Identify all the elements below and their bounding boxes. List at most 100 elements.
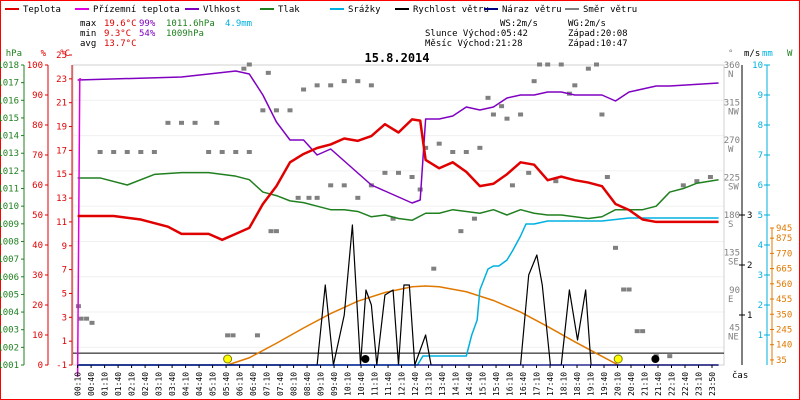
stats-min-temp: 9.3°C [104,29,131,39]
stats-precip: 4.9mm [225,19,252,29]
axis-tick-label: 875 [776,234,792,244]
axis-tick-label: 35 [776,356,787,366]
wind-direction-point [423,145,429,150]
axis-tick-label: 1001 [0,361,19,371]
x-tick-label: 23:10 [695,372,704,396]
legend-label: Vlhkost [203,5,241,15]
x-tick-label: 03:40 [168,372,177,396]
stats-max-press: 1011.6hPa [166,19,215,29]
stats-min-hum: 54% [139,29,156,39]
axis-tick-label: NW [728,108,739,118]
x-tick-label: 04:40 [195,372,204,396]
wind-direction-point [458,229,464,234]
legend-label: Směr větru [583,5,637,15]
sun-marker-icon [223,354,233,364]
x-tick-label: 21:10 [641,372,650,396]
x-tick-label: 18:10 [560,372,569,396]
x-axis: čas 00:10 00:40 01:10 01:40 02:10 02:40 03:10 03… [74,365,748,396]
wind-direction-point [463,150,469,154]
wind-direction-point [436,141,442,146]
axis-tick-label: 90 [32,91,43,101]
axis-tick-label: 25 [56,51,67,61]
wind-direction-point [219,150,225,154]
axis-tick-label: N [728,70,733,80]
axis-tick-label: 1 [747,311,752,321]
wind-direction-point [341,183,347,188]
wind-direction-point [431,266,437,271]
wind-direction-point [409,175,415,179]
axis-tick-label: 1003 [0,326,19,336]
x-tick-label: 00:10 [74,372,83,396]
axis-tick-label: 11 [56,218,67,228]
wind-direction-point [273,108,279,113]
axis-tick-label: 21 [56,99,67,109]
wind-direction-point [390,216,396,221]
sun-marker-icon [613,354,623,364]
wind-direction-point [694,179,700,184]
wind-direction-point [667,354,673,359]
axis-tick-label: 1010 [0,202,19,212]
wind-direction-point [306,195,312,200]
x-tick-label: 17:10 [533,372,542,396]
axis-tick-label: 70 [32,151,43,161]
axis-unit: ° [728,49,733,59]
info-ws: WS:2m/s [500,19,538,29]
x-tick-label: 17:40 [546,372,555,396]
axis-tick-label: 1007 [0,255,19,265]
legend: Teplota Přízemní teplota Vlhkost Tlak Srážky… [5,5,637,15]
axis-unit: mm [762,49,773,59]
x-tick-label: 00:40 [87,372,96,396]
axis-tick-label: 90 [729,286,740,296]
wind-direction-point [477,145,483,150]
x-tick-label: 20:40 [627,372,636,396]
wind-direction-point [594,62,600,67]
axis-tick-label: 1015 [0,114,19,124]
axis-tick-label: 1 [758,331,763,341]
wind-direction-point [613,245,618,250]
axis-tick-label: 10 [752,61,763,71]
axis-tick-label: 1006 [0,273,19,283]
axis-tick-label: 50 [32,211,43,221]
axis-tick-label: 1018 [0,61,19,71]
wind-direction-point [680,183,686,188]
info-moon-set: Západ:10:47 [568,39,628,49]
axis-tick-label: SE [728,258,739,268]
moon-marker-icon [651,355,660,363]
wind-direction-point [518,112,524,117]
wind-direction-point [124,150,130,154]
wind-direction-point [599,112,605,117]
wind-direction-point [314,83,320,88]
axis-tick-label: 5 [62,289,67,299]
axis-tick-label: 9 [758,91,763,101]
wind-direction-point [165,120,171,125]
axis-tick-label: 5 [758,211,763,221]
axis-tick-label: 3 [62,313,67,323]
axis-tick-label: 10 [32,331,43,341]
x-tick-label: 08:40 [303,372,312,396]
axis-tick-label: 3 [758,271,763,281]
wind-direction-point [545,62,551,67]
x-tick-label: 13:10 [425,372,434,396]
x-tick-label: 23:50 [708,372,717,396]
x-tick-label: 19:10 [587,372,596,396]
wind-direction-point [206,150,212,154]
wind-direction-point [192,120,198,125]
axis-tick-label: 4 [758,241,763,251]
wind-direction-point [138,150,144,154]
axis-tick-label: 20 [32,301,43,311]
wind-direction-point [396,170,401,175]
wind-direction-point [707,175,713,179]
wind-direction-point [485,95,491,100]
x-tick-label: 21:40 [654,372,663,396]
axis-tick-label: 2 [747,261,752,271]
legend-label: Náraz větru [502,5,562,15]
moon-marker-icon [361,355,370,363]
axis-tick-label: -1 [56,361,67,371]
wind-speed-line [77,224,719,366]
axis-tick-label: 315 [724,99,740,109]
x-tick-label: 10:10 [344,372,353,396]
x-tick-label: 01:10 [101,372,110,396]
humidity-line [77,70,719,204]
wind-direction-point [230,333,236,338]
wind-direction-point [78,316,84,321]
